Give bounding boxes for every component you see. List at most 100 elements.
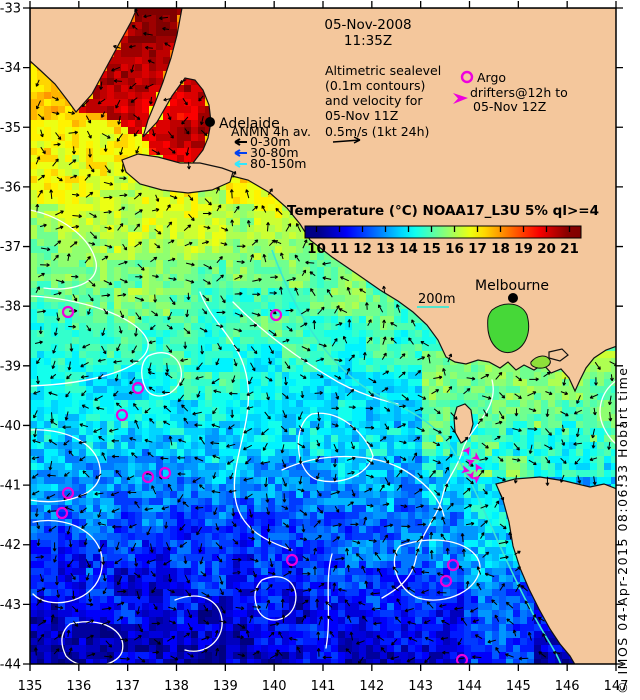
sealevel-contour [174, 595, 223, 652]
sealevel-contour [599, 379, 616, 445]
y-tick-label: -35 [0, 121, 21, 136]
melbourne-city-dot [508, 293, 518, 303]
x-tick-label: 138 [164, 679, 189, 694]
colorbar-title: Temperature (°C) NOAA17_L3U 5% ql>=4 [287, 203, 599, 219]
sealevel-contour [232, 301, 399, 405]
isobath-200m-path [271, 249, 562, 664]
isobath-200m-line [271, 249, 562, 664]
y-tick-label: -36 [0, 180, 21, 195]
argo-float-marker [455, 653, 469, 664]
argo-label: Argo [477, 70, 506, 85]
bay-layer [487, 303, 551, 369]
y-tick-label: -37 [0, 240, 21, 255]
sealevel-contour [30, 429, 101, 503]
argo-float-marker [61, 305, 75, 319]
port-phillip-bay [487, 303, 530, 354]
colorbar-tick-label: 17 [468, 241, 487, 257]
anmn-item-80-150m: 80-150m [250, 156, 306, 171]
anmn-legend-title: ANMN 4h av. [231, 124, 311, 139]
annotations: 05-Nov-2008 11:35Z Altimetric sealevel (… [205, 17, 630, 694]
drifter-marker [475, 463, 483, 473]
time-label: 11:35Z [344, 33, 392, 49]
anmn-item-30-80m: 30-80m [250, 145, 299, 160]
y-tick-label: -39 [0, 359, 21, 374]
x-tick-label: 140 [262, 679, 287, 694]
sealevel-contour [254, 576, 297, 621]
x-tick-label: 141 [311, 679, 336, 694]
altimetric-legend-line5: 0.5m/s (1kt 24h) [325, 124, 429, 139]
sealevel-contour [30, 209, 97, 290]
y-tick-label: -41 [0, 479, 21, 494]
colorbar-tick-label: 18 [491, 241, 510, 257]
argo-float-marker [141, 470, 155, 484]
velocity-vectors [31, 8, 616, 664]
altimetric-legend-line4: 05-Nov 11Z [325, 108, 398, 123]
drifter-legend-arrow-icon [453, 93, 468, 104]
x-tick-label: 139 [213, 679, 238, 694]
x-tick-label: 136 [66, 679, 91, 694]
western-port-bay [530, 355, 551, 369]
x-tick-label: 144 [457, 679, 482, 694]
altimetric-legend-line3: and velocity for [325, 93, 423, 108]
drifter-marker [466, 470, 474, 480]
argo-float-legend-icon [460, 70, 474, 84]
velocity-vector-layer [31, 8, 616, 664]
date-label: 05-Nov-2008 [324, 17, 411, 33]
drifters-label-line1: drifters@12h to [470, 85, 568, 100]
colorbar-tick-label: 13 [376, 241, 395, 257]
colorbar-tick-label: 16 [445, 241, 464, 257]
sealevel-contour [381, 379, 494, 599]
sealevel-contour [30, 295, 149, 387]
argo-drifter-layer [55, 305, 483, 664]
y-tick-label: -34 [0, 61, 21, 76]
colorbar-tick-label: 10 [307, 241, 326, 257]
altimetric-legend-line2: (0.1m contours) [325, 78, 425, 93]
land-layer [30, 8, 616, 664]
colorbar-tick-label: 14 [399, 241, 418, 257]
imos-credit-text: © IMOS 04-Apr-2015 08:06:33 Hobart time [615, 367, 630, 694]
melbourne-label: Melbourne [475, 278, 549, 294]
land-polygon [548, 348, 569, 362]
sealevel-contour [325, 553, 333, 649]
argo-float-marker [131, 381, 145, 395]
argo-float-marker [55, 506, 69, 520]
altimetric-legend-line1: Altimetric sealevel [325, 63, 441, 78]
x-tick-label: 145 [506, 679, 531, 694]
argo-float-marker [115, 408, 129, 422]
drifters-label-line2: 05-Nov 12Z [473, 99, 546, 114]
sealevel-contour [61, 621, 124, 664]
x-tick-label: 142 [359, 679, 384, 694]
land-polygon [495, 476, 616, 664]
colorbar-tick-label: 20 [537, 241, 556, 257]
y-tick-label: -44 [0, 658, 21, 673]
y-tick-label: -40 [0, 419, 21, 434]
argo-float-marker [61, 486, 75, 500]
x-tick-label: 137 [115, 679, 140, 694]
colorbar-tick-label: 12 [353, 241, 372, 257]
colorbar-layer: 10 11 12 13 14 15 16 17 18 19 20 21 Temperature (°C)… [287, 203, 599, 257]
land-polygon [121, 153, 234, 194]
anmn-arrow-0-30m-icon [234, 138, 247, 146]
sealevel-contour [32, 520, 103, 604]
x-tick-label: 135 [18, 679, 43, 694]
argo-float-marker [158, 466, 172, 480]
argo-float-marker [285, 553, 299, 567]
anmn-arrow-30-80m-icon [234, 149, 247, 157]
colorbar-tick-label: 11 [330, 241, 349, 257]
y-tick-label: -33 [0, 2, 21, 17]
drifter-marker [471, 475, 480, 484]
x-tick-label: 147 [604, 679, 629, 694]
colorbar-tick-label: 19 [514, 241, 533, 257]
argo-float-marker [269, 308, 283, 322]
colorbar-gradient-bar [304, 225, 582, 239]
y-tick-label: -38 [0, 300, 21, 315]
isobath-200m-label: 200m [418, 292, 455, 307]
y-tick-label: -43 [0, 598, 21, 613]
sealevel-contour [393, 539, 481, 601]
y-tick-label: -42 [0, 538, 21, 553]
land-polygon [30, 8, 138, 113]
axes-frame-layer: 135 136 137 138 139 140 141 142 143 144 145 146 147 -… [0, 1, 628, 694]
adelaide-city-dot [205, 117, 215, 127]
